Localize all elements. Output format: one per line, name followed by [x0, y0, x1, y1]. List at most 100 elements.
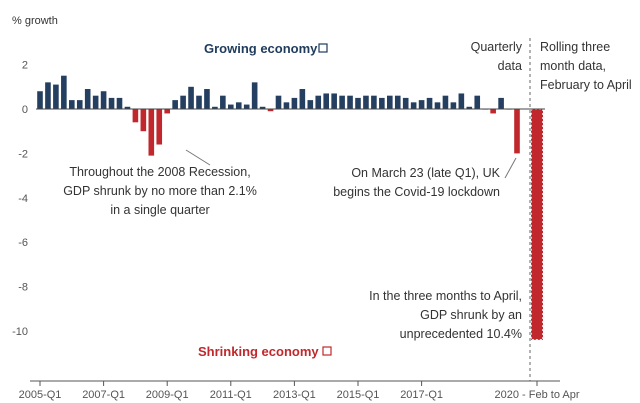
y-tick-label: -2: [18, 148, 28, 160]
bar: 2005-Q2: 1.2: [45, 82, 51, 109]
bar: 2015-Q4: 0.5: [379, 97, 385, 109]
bar: 2018-Q4: 0.6: [474, 95, 481, 109]
april-annotation-line3: unprecedented 10.4%: [400, 327, 522, 341]
bar: 2016-Q4: 0.3: [410, 102, 417, 109]
rolling-label-line1: Rolling three: [540, 40, 610, 54]
x-tick-label: 2013-Q1: [273, 389, 316, 401]
x-axis-ticks: 2005-Q1 2007-Q1 2009-Q1 2011-Q1 2013-Q1 2015-…: [19, 381, 580, 401]
growing-economy-box-icon: [318, 43, 328, 53]
lockdown-annotation-line2: begins the Covid-19 lockdown: [333, 185, 500, 199]
y-axis-label: % growth: [12, 15, 58, 27]
bar: 2018-Q3: 0.1: [466, 106, 473, 109]
bar: 2009-Q1: -0.2: [164, 109, 170, 114]
bar: 2011-Q4: 1.2: [251, 82, 258, 109]
rolling-label-line2: month data,: [540, 59, 606, 73]
y-tick-label: 0: [22, 104, 28, 116]
april-annotation-line2: GDP shrunk by an: [420, 308, 522, 322]
bar: 2012-Q4: 0.3: [283, 102, 290, 109]
bar: 2019-Q2: -0.2: [490, 109, 496, 114]
bar: 2011-Q1: 0.2: [228, 104, 234, 109]
bar: 2013-Q4: 0.6: [315, 95, 322, 109]
x-tick-label: 2009-Q1: [146, 389, 189, 401]
bar: 2006-Q2: 0.4: [76, 100, 83, 109]
shrinking-economy-label: Shrinking economy: [198, 344, 319, 359]
x-tick-label-last: 2020 - Feb to Apr: [495, 389, 580, 401]
growing-economy-label: Growing economy: [204, 41, 318, 56]
x-tick-label: 2015-Q1: [337, 389, 380, 401]
bar: 2007-Q3: 0.5: [116, 97, 123, 109]
bar: 2006-Q3: 0.9: [84, 89, 91, 109]
bar: 2017-Q1: 0.4: [418, 100, 425, 109]
x-tick-label: 2007-Q1: [82, 389, 125, 401]
bar: 2016-Q2: 0.6: [394, 95, 401, 109]
bar: 2012-Q3: 0.6: [275, 95, 282, 109]
y-tick-label: -8: [18, 282, 28, 294]
bar: 2012-Q2: -0.1: [267, 109, 274, 112]
x-tick-label: 2011-Q1: [210, 389, 252, 401]
recession-annotation-line2: GDP shrunk by no more than 2.1%: [63, 184, 257, 198]
bar: 2010-Q2: 0.9: [204, 89, 210, 109]
bar: 2012-Q1: 0.1: [259, 106, 266, 109]
bar: 2008-Q3: -2.1: [148, 109, 155, 156]
bar: 2009-Q2: 0.4: [172, 100, 178, 109]
bar: 2010-Q3: 0.1: [212, 106, 218, 109]
bar: 2007-Q2: 0.5: [108, 97, 115, 109]
bar: 2014-Q1: 0.7: [323, 93, 329, 109]
x-tick-label: 2005-Q1: [19, 389, 62, 401]
bar: 2007-Q4: 0.1: [124, 106, 131, 109]
bar: 2011-Q3: 0.2: [243, 104, 250, 109]
bar: 2005-Q4: 1.5: [61, 75, 67, 109]
bar: [530, 108, 544, 341]
y-axis-ticks: 2 0 -2 -4 -6 -8 -10: [12, 60, 28, 338]
quarterly-bars: 2005-Q1: 0.82005-Q2: 1.22005-Q3: 1.12005…: [37, 75, 520, 156]
quarterly-label-line1: Quarterly: [471, 40, 523, 54]
bar: 2014-Q2: 0.7: [331, 93, 337, 109]
lockdown-pointer: [504, 157, 517, 179]
bar: 2010-Q4: 0.6: [220, 95, 226, 109]
bar: 2015-Q1: 0.5: [355, 97, 361, 109]
recession-annotation-line1: Throughout the 2008 Recession,: [69, 165, 250, 179]
bar: 2008-Q2: -1: [140, 109, 147, 132]
bar: 2006-Q1: 0.4: [69, 100, 75, 109]
bar: 2005-Q1: 0.8: [37, 91, 43, 109]
bar: 2014-Q3: 0.6: [339, 95, 345, 109]
bar: 2005-Q3: 1.1: [53, 84, 59, 109]
y-tick-label: 2: [22, 60, 28, 72]
bar: 2008-Q4: -1.6: [156, 109, 163, 145]
bar: 2020-Q1: -2: [514, 109, 520, 154]
quarterly-label-line2: data: [498, 59, 522, 73]
bar: 2015-Q3: 0.6: [371, 95, 377, 109]
bar: 2016-Q1: 0.6: [387, 95, 393, 109]
bar: 2013-Q2: 0.9: [299, 89, 306, 109]
bar: 2008-Q1: -0.6: [132, 109, 139, 123]
bar: 2017-Q2: 0.5: [426, 97, 433, 109]
bar: 2009-Q3: 0.6: [180, 95, 186, 109]
bar: 2010-Q1: 0.6: [196, 95, 202, 109]
rolling-label-line3: February to April: [540, 78, 632, 92]
y-tick-label: -4: [18, 193, 28, 205]
bar: 2013-Q1: 0.5: [291, 97, 298, 109]
bar: 2016-Q3: 0.5: [402, 97, 409, 109]
april-annotation-line1: In the three months to April,: [369, 289, 522, 303]
bar: 2017-Q3: 0.3: [434, 102, 441, 109]
bar: 2018-Q2: 0.7: [458, 93, 465, 109]
bar: 2009-Q4: 1: [188, 86, 194, 109]
bar: 2019-Q3: 0.5: [498, 97, 504, 109]
bar: 2006-Q4: 0.6: [92, 95, 99, 109]
x-tick-label: 2017-Q1: [400, 389, 443, 401]
recession-pointer: [185, 149, 211, 166]
bar: 2011-Q2: 0.3: [235, 102, 242, 109]
bar: 2018-Q1: 0.3: [450, 102, 457, 109]
lockdown-annotation-line1: On March 23 (late Q1), UK: [351, 166, 500, 180]
bar: 2017-Q4: 0.6: [442, 95, 449, 109]
bar: 2015-Q2: 0.6: [363, 95, 369, 109]
shrinking-economy-box-icon: [322, 346, 332, 356]
y-tick-label: -10: [12, 326, 28, 338]
monthly-bars: [530, 108, 544, 341]
y-tick-label: -6: [18, 237, 28, 249]
bar: 2013-Q3: 0.4: [307, 100, 314, 109]
bar: 2014-Q4: 0.6: [347, 95, 353, 109]
bar: 2007-Q1: 0.8: [100, 91, 107, 109]
recession-annotation-line3: in a single quarter: [110, 203, 209, 217]
